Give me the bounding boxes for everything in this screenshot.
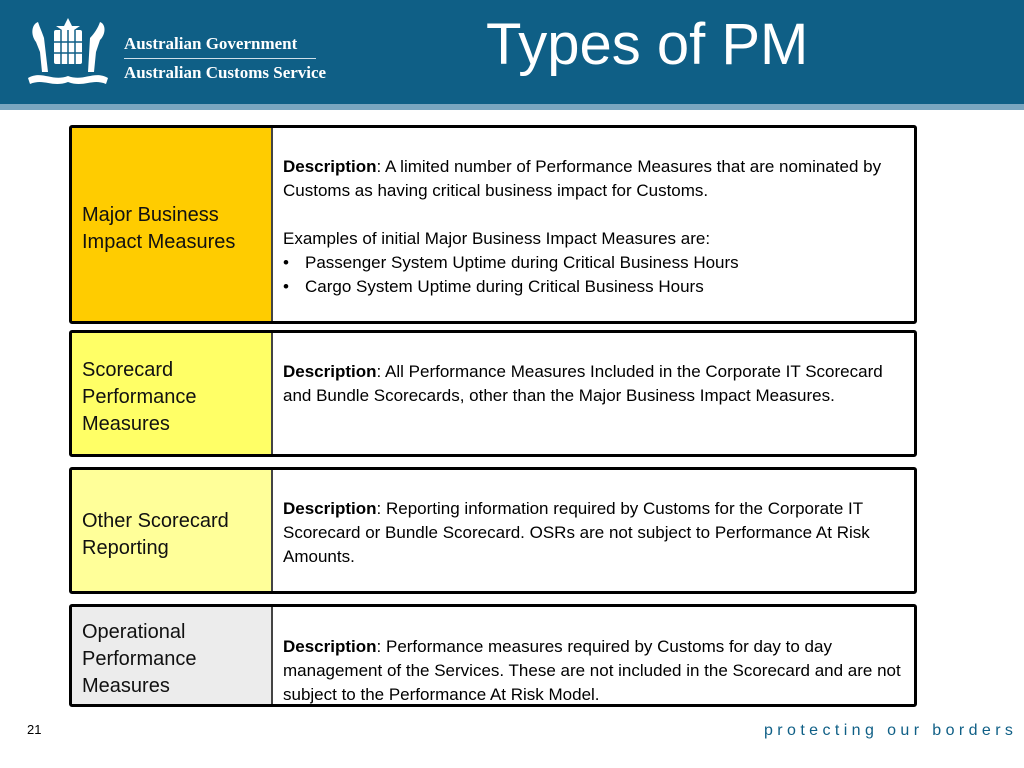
row-description: Description: A limited number of Perform…: [273, 128, 914, 321]
row-label-text: Major Business Impact Measures: [82, 204, 236, 253]
description-text: : All Performance Measures Included in t…: [283, 362, 883, 405]
bullet-icon: •: [283, 277, 289, 296]
pm-row-other-scorecard-reporting: Other Scorecard Reporting Description: R…: [69, 467, 917, 594]
description-text: : Reporting information required by Cust…: [283, 499, 870, 566]
description-text: : Performance measures required by Custo…: [283, 637, 901, 704]
pm-row-operational-performance: Operational Performance Measures Descrip…: [69, 604, 917, 707]
description-label: Description: [283, 157, 377, 176]
coat-of-arms-icon: [28, 18, 108, 84]
slide-header: Australian Government Australian Customs…: [0, 0, 1024, 104]
description-label: Description: [283, 637, 377, 656]
org-name-government: Australian Government: [124, 34, 298, 53]
bullet-icon: •: [283, 253, 289, 272]
org-divider: [124, 58, 316, 59]
row-description: Description: Reporting information requi…: [273, 470, 914, 591]
row-label-text: Other Scorecard Reporting: [82, 510, 229, 559]
row-description: Description: All Performance Measures In…: [273, 333, 914, 454]
pm-row-scorecard-performance: Scorecard Performance Measures Descripti…: [69, 330, 917, 457]
row-label-text: Scorecard Performance Measures: [82, 359, 197, 435]
description-text: : A limited number of Performance Measur…: [283, 157, 882, 200]
row-label-text: Operational Performance Measures: [82, 621, 197, 697]
description-label: Description: [283, 362, 377, 381]
examples-intro: Examples of initial Major Business Impac…: [283, 229, 711, 248]
header-rule: [0, 104, 1024, 110]
row-label: Other Scorecard Reporting: [72, 470, 273, 591]
examples-list: • Passenger System Uptime during Critical…: [283, 251, 906, 299]
list-item: • Passenger System Uptime during Critical…: [283, 251, 906, 275]
slide-title: Types of PM: [486, 12, 809, 77]
row-label: Major Business Impact Measures: [72, 128, 273, 321]
pm-row-major-business-impact: Major Business Impact Measures Descripti…: [69, 125, 917, 324]
page-number: 21: [27, 722, 42, 737]
org-name-customs: Australian Customs Service: [124, 63, 327, 82]
footer-tagline: protecting our borders: [764, 722, 1018, 739]
list-item: • Cargo System Uptime during Critical Bus…: [283, 275, 906, 299]
row-description: Description: Performance measures requir…: [273, 607, 914, 704]
row-label: Operational Performance Measures: [72, 607, 273, 704]
row-label: Scorecard Performance Measures: [72, 333, 273, 454]
description-label: Description: [283, 499, 377, 518]
